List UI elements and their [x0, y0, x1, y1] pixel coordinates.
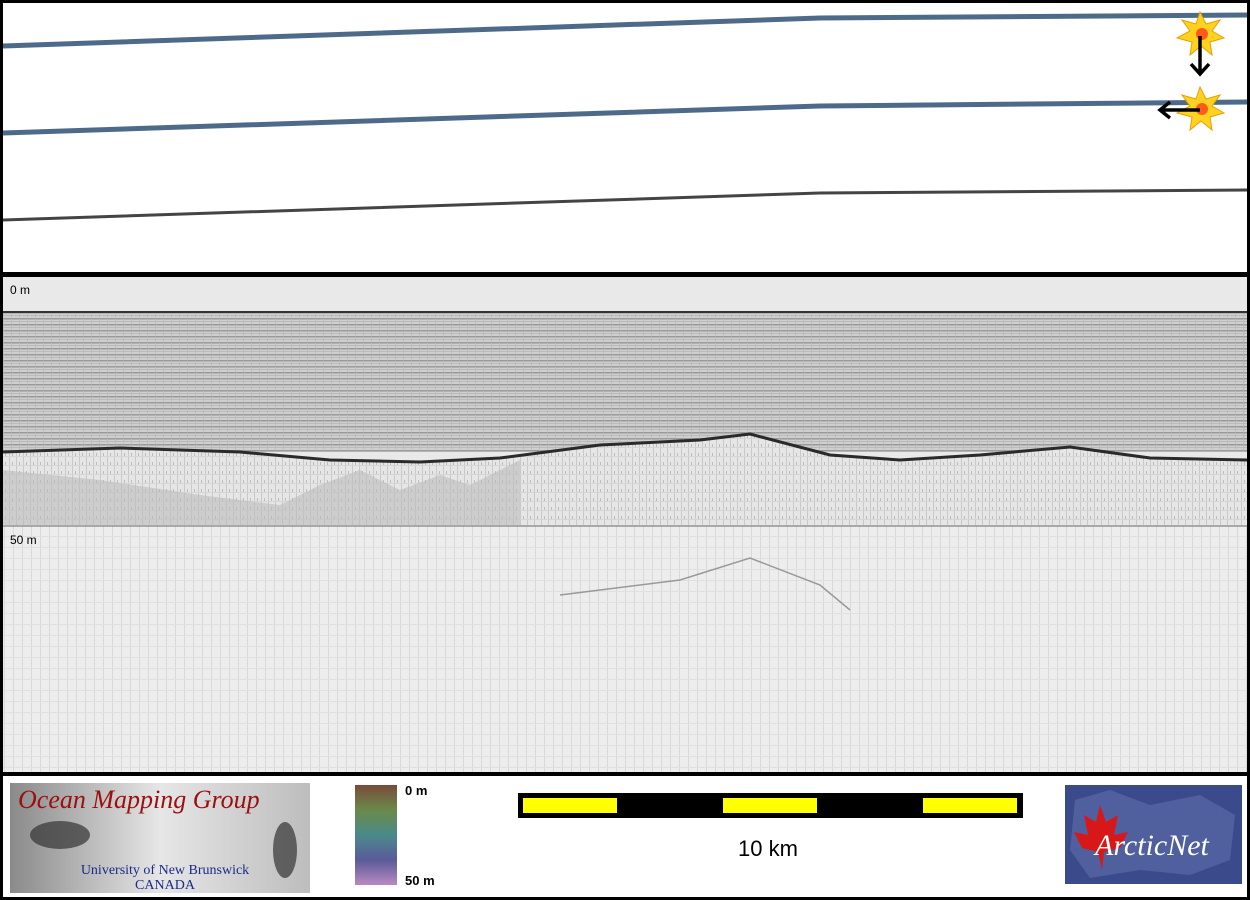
- water-column: [3, 312, 1247, 452]
- swath-line: [2, 99, 1248, 136]
- omg-country: CANADA: [135, 878, 196, 893]
- plan-panel: [3, 3, 1247, 272]
- seabed: [2, 432, 1248, 464]
- star-center: [1196, 28, 1208, 40]
- sediment-layer: [3, 460, 520, 525]
- color-bar-label: 0 m: [405, 783, 427, 798]
- depth-label: 0 m: [10, 283, 30, 297]
- scale-bar-segment: [723, 798, 817, 813]
- scale-bar-segment: [923, 798, 1017, 813]
- arrow: [1157, 100, 1200, 120]
- arcticnet-map: [1070, 790, 1235, 878]
- arcticnet-text: ArcticNet: [1093, 829, 1210, 862]
- omg-university: University of New Brunswick: [81, 863, 249, 878]
- scale-label: 10 km: [738, 836, 798, 861]
- depth-label: 50 m: [10, 533, 37, 547]
- arrow: [1189, 36, 1211, 77]
- subbottom-reflector: [559, 557, 851, 611]
- deep-layer: [3, 526, 1247, 772]
- scale-bar-segment: [523, 798, 617, 813]
- track-line: [2, 188, 1248, 222]
- omg-logo-graphic: [273, 822, 297, 878]
- color-bar: [355, 785, 397, 885]
- swath-line: [2, 12, 1248, 49]
- omg-logo-graphic: [30, 821, 90, 849]
- maple-leaf: [1074, 805, 1128, 870]
- color-bar-label: 50 m: [405, 873, 435, 888]
- omg-title: Ocean Mapping Group: [18, 785, 260, 814]
- star-center: [1196, 103, 1208, 115]
